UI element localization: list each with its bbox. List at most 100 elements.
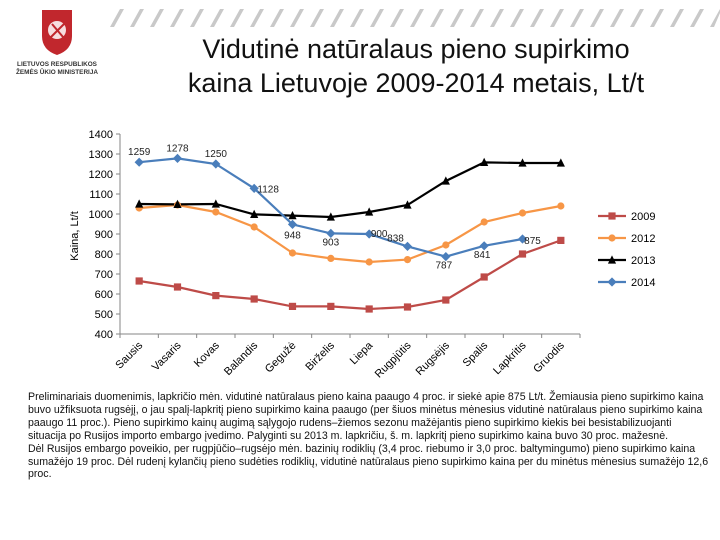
commentary-text: Preliminariais duomenimis, lapkričio mėn…	[28, 391, 710, 481]
x-tick-label: Gegužė	[263, 340, 299, 376]
x-tick-label: Liepa	[348, 339, 376, 367]
legend-label-2009: 2009	[631, 211, 655, 223]
data-point-2014	[441, 252, 451, 262]
x-tick-label: Vasaris	[150, 339, 184, 373]
data-point-2012	[365, 258, 373, 266]
x-tick-label: Gruodis	[531, 339, 567, 375]
data-point-2013	[480, 157, 489, 166]
data-point-2013	[326, 212, 335, 221]
data-label: 1128	[257, 184, 279, 195]
y-tick-label: 900	[95, 229, 113, 241]
y-tick-label: 400	[95, 329, 113, 341]
data-point-2013	[135, 199, 144, 208]
data-point-2013	[403, 200, 412, 209]
x-tick-label: Lapkritis	[491, 339, 529, 377]
data-point-2013	[556, 158, 565, 167]
y-tick-label: 1400	[89, 129, 113, 141]
data-label: 838	[387, 233, 404, 244]
data-point-2012	[327, 254, 335, 262]
data-point-2009	[250, 295, 258, 303]
data-label: 1278	[166, 143, 189, 154]
logo-line-1: LIETUVOS RESPUBLIKOS	[17, 61, 98, 68]
data-point-2013	[250, 209, 259, 218]
data-point-2013	[211, 199, 220, 208]
y-tick-label: 700	[95, 269, 113, 281]
y-tick-label: 1100	[89, 189, 113, 201]
series-line-2013	[139, 161, 561, 219]
data-point-2014	[479, 241, 489, 251]
x-tick-label: Sausis	[113, 339, 145, 371]
data-point-2009	[518, 250, 527, 258]
header-decoration	[110, 9, 720, 27]
data-point-2014	[211, 159, 221, 169]
x-axis: Sausis Vasaris Kovas Balandis Gegužė Birželis…	[113, 333, 581, 380]
data-point-2009	[212, 292, 220, 300]
data-point-2013	[518, 158, 527, 167]
data-label: 1250	[205, 149, 228, 160]
data-point-2013	[288, 211, 297, 220]
series-lines	[138, 157, 562, 311]
y-tick-label: 800	[95, 249, 113, 261]
data-point-2012	[480, 218, 488, 226]
y-tick-label: 1000	[89, 209, 113, 221]
data-point-2012	[250, 223, 258, 231]
data-point-2009	[135, 277, 143, 285]
y-tick-label: 1300	[89, 149, 113, 161]
chart-legend: 2009 2012 2013 2014	[598, 211, 655, 289]
x-tick-label: Rugsėjis	[414, 339, 453, 378]
data-point-2012	[557, 202, 565, 210]
data-point-2013	[441, 176, 450, 185]
y-axis: 400 500 600 700 800 900 1000 1100 1200 1300 1400	[89, 129, 121, 341]
x-tick-label: Kovas	[192, 339, 222, 369]
legend-label-2013: 2013	[631, 255, 655, 267]
data-point-2009	[480, 273, 488, 281]
data-point-2014	[402, 241, 413, 251]
milk-price-line-chart: 400 500 600 700 800 900 1000 1100 1200 1300 1400 S…	[69, 129, 655, 380]
title-line-1: Vidutinė natūralaus pieno supirkimo	[202, 34, 630, 64]
data-point-2012	[288, 249, 297, 257]
data-point-2012	[518, 209, 527, 217]
data-point-2014	[326, 228, 336, 238]
data-point-2009	[442, 296, 450, 304]
paragraph-1: Preliminariais duomenimis, lapkričio mėn…	[28, 391, 704, 442]
data-point-2009	[557, 236, 565, 244]
data-label: 948	[284, 230, 301, 241]
data-point-2012	[403, 256, 412, 264]
data-label: 787	[435, 261, 452, 272]
data-point-2009	[288, 302, 297, 310]
data-label: 875	[524, 236, 541, 247]
y-axis-label: Kaina, Lt/t	[69, 211, 81, 261]
data-point-2009	[403, 303, 412, 311]
data-point-2012	[212, 208, 220, 216]
y-tick-label: 600	[95, 289, 113, 301]
data-point-2014	[364, 229, 374, 239]
y-tick-label: 1200	[89, 169, 113, 181]
series-line-2009	[138, 239, 562, 311]
data-point-2009	[365, 305, 373, 313]
data-point-2013	[365, 207, 374, 216]
series-line-2012	[139, 203, 562, 264]
x-tick-label: Spalis	[461, 339, 491, 369]
data-point-2014	[172, 153, 183, 163]
paragraph-2: Dėl Rusijos embargo poveikio, per rugpjū…	[28, 442, 709, 481]
data-point-2014	[517, 234, 528, 244]
legend-label-2012: 2012	[631, 233, 655, 245]
data-label: 1259	[128, 147, 151, 158]
data-point-2014	[287, 219, 298, 229]
title-line-2: kaina Lietuvoje 2009-2014 metais, Lt/t	[187, 68, 645, 98]
data-label: 841	[474, 250, 491, 261]
y-tick-label: 500	[95, 309, 113, 321]
x-tick-label: Rugpjūtis	[373, 339, 414, 380]
x-tick-label: Balandis	[222, 339, 261, 378]
data-point-2013	[173, 199, 182, 208]
x-tick-label: Birželis	[303, 339, 337, 373]
data-point-2012	[442, 241, 450, 249]
data-label: 900	[371, 229, 388, 240]
logo-line-2: ŽEMĖS ŪKIO MINISTERIJA	[16, 67, 98, 76]
data-point-2009	[173, 283, 182, 291]
data-point-2014	[134, 157, 144, 167]
data-point-2009	[327, 302, 335, 310]
data-labels: 1259 1278 1250 1128 948 903 900 838 787 841 875	[128, 143, 541, 271]
legend-label-2014: 2014	[631, 277, 655, 289]
data-label: 903	[322, 237, 339, 248]
